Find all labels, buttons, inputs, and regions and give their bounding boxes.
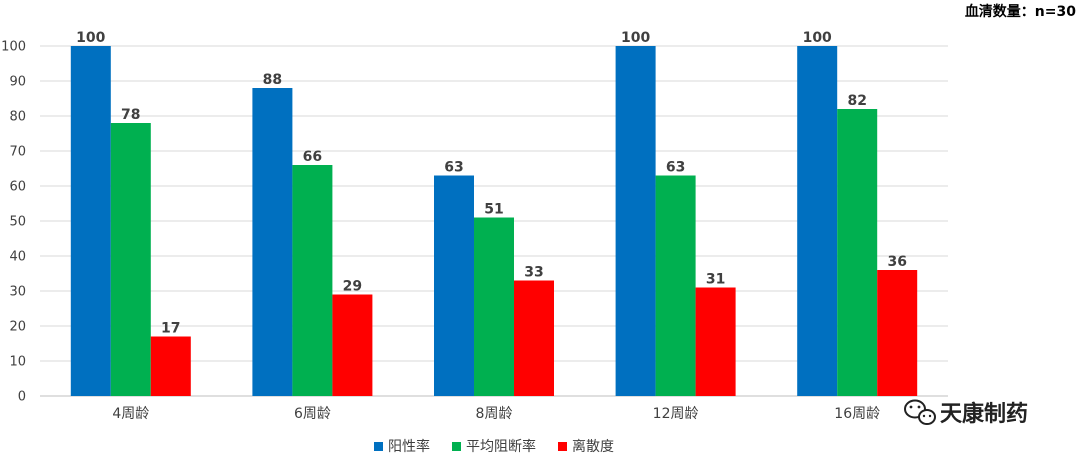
bar-1-3 <box>655 175 696 396</box>
data-label: 17 <box>161 321 180 337</box>
y-tick-label: 10 <box>9 355 26 370</box>
y-tick-label: 0 <box>18 390 26 405</box>
data-labels: 100 78 17 88 66 29 63 51 33 100 63 31 100 82 36 <box>76 30 907 337</box>
bar-0-4 <box>797 46 838 396</box>
data-label: 78 <box>121 107 140 123</box>
legend-swatch <box>558 442 567 451</box>
legend: 阳性率 平均阻断率 离散度 <box>374 438 614 455</box>
data-label: 100 <box>621 30 650 46</box>
data-label: 63 <box>444 160 463 176</box>
x-category-label: 4周龄 <box>112 406 149 422</box>
data-label: 100 <box>803 30 832 46</box>
legend-label: 平均阻断率 <box>466 438 536 455</box>
watermark-text: 天康制药 <box>940 401 1028 427</box>
y-tick-label: 80 <box>9 110 26 125</box>
bar-2-3 <box>695 287 736 396</box>
y-tick-label: 90 <box>9 75 26 90</box>
watermark: 天康制药 <box>904 399 1028 427</box>
data-label: 36 <box>887 254 906 270</box>
x-axis: 4周龄 6周龄 8周龄 12周龄 16周龄 <box>112 406 880 422</box>
bar-0-3 <box>615 46 656 396</box>
y-tick-label: 50 <box>9 215 26 230</box>
wechat-icon <box>904 399 936 425</box>
data-label: 51 <box>484 202 503 218</box>
x-category-label: 8周龄 <box>476 406 513 422</box>
bar-1-0 <box>110 123 151 396</box>
x-category-label: 12周龄 <box>653 406 699 422</box>
bar-2-1 <box>332 294 373 396</box>
bar-2-4 <box>877 270 918 396</box>
bar-1-2 <box>474 217 514 396</box>
data-label: 88 <box>263 72 282 88</box>
data-label: 66 <box>303 149 322 165</box>
y-tick-label: 60 <box>9 180 26 195</box>
bar-1-4 <box>837 109 878 396</box>
bar-0-2 <box>434 175 474 396</box>
legend-label: 阳性率 <box>388 438 430 455</box>
y-tick-label: 20 <box>9 320 26 335</box>
y-tick-label: 100 <box>1 40 26 55</box>
bar-2-2 <box>514 280 554 396</box>
y-tick-label: 40 <box>9 250 26 265</box>
x-category-label: 16周龄 <box>834 406 880 422</box>
data-label: 63 <box>666 160 685 176</box>
sample-size-annotation: 血清数量：n=30 <box>965 3 1076 20</box>
bar-0-1 <box>252 88 293 396</box>
data-label: 31 <box>706 272 725 288</box>
legend-swatch <box>374 442 383 451</box>
bar-2-0 <box>150 336 191 396</box>
y-axis: 0 10 20 30 40 50 60 70 80 90 100 <box>1 40 26 405</box>
bar-0-0 <box>70 46 111 396</box>
legend-label: 离散度 <box>572 438 614 455</box>
data-label: 82 <box>847 93 866 109</box>
data-label: 29 <box>343 279 362 295</box>
data-label: 33 <box>524 265 543 281</box>
bar-1-1 <box>292 165 333 396</box>
legend-swatch <box>452 442 461 451</box>
y-tick-label: 30 <box>9 285 26 300</box>
bars <box>70 46 918 396</box>
x-category-label: 6周龄 <box>294 406 331 422</box>
data-label: 100 <box>76 30 105 46</box>
y-tick-label: 70 <box>9 145 26 160</box>
